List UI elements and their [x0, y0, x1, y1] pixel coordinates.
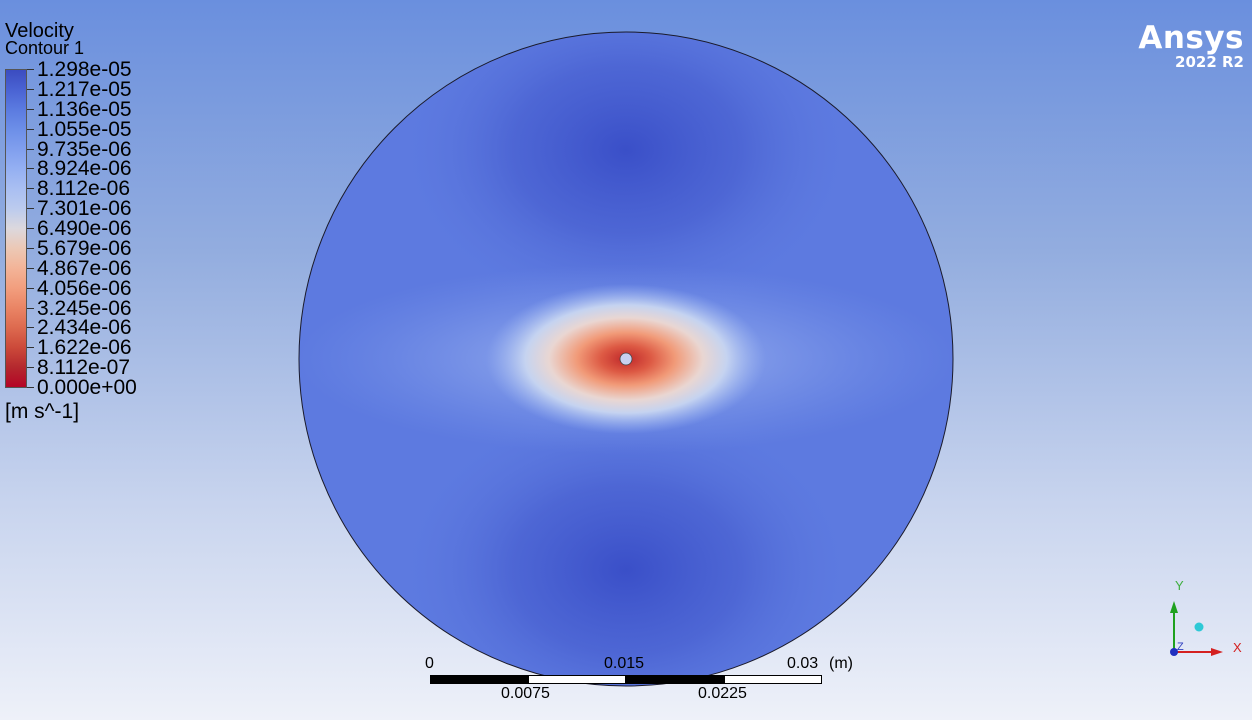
legend-value: 9.735e-06	[37, 138, 132, 161]
legend-tick	[27, 129, 34, 130]
legend-tick	[27, 367, 34, 368]
scale-label-003: 0.03	[787, 655, 819, 672]
legend-tick	[27, 208, 34, 209]
legend-tick	[27, 347, 34, 348]
legend-value: 8.924e-06	[37, 157, 132, 180]
ansys-logo: Ansys 2022 R2	[1138, 22, 1244, 70]
scale-segment-1	[430, 675, 528, 684]
legend-tick	[27, 69, 34, 70]
scale-label-00225: 0.0225	[698, 685, 747, 702]
legend-tick	[27, 327, 34, 328]
high-velocity-region-bottom	[396, 400, 856, 686]
scale-label-0015: 0.015	[604, 655, 645, 672]
legend-tick	[27, 168, 34, 169]
legend-value: 2.434e-06	[37, 316, 132, 339]
logo-name: Ansys	[1138, 20, 1244, 56]
legend-subtitle: Contour 1	[5, 38, 85, 58]
legend-tick	[27, 268, 34, 269]
axis-triad[interactable]: Y X Z	[1150, 575, 1250, 670]
legend-value: 1.622e-06	[37, 336, 132, 359]
legend-value: 8.112e-06	[37, 177, 131, 200]
legend-value: 4.867e-06	[37, 257, 132, 280]
y-axis-arrow	[1170, 601, 1178, 613]
high-velocity-region-top	[396, 32, 856, 320]
legend-tick	[27, 308, 34, 309]
legend-value: 1.136e-05	[37, 98, 132, 121]
scale-label-00075: 0.0075	[501, 685, 550, 702]
legend-tick	[27, 188, 34, 189]
legend-value: 3.245e-06	[37, 297, 132, 320]
scale-label-0: 0	[425, 655, 434, 672]
rotation-center-icon[interactable]	[1194, 622, 1204, 632]
legend-title: Velocity	[5, 20, 74, 42]
legend-value: 4.056e-06	[37, 277, 132, 300]
legend-tick	[27, 248, 34, 249]
y-axis-label: Y	[1175, 578, 1184, 593]
legend-value: 1.217e-05	[37, 78, 132, 101]
scale-unit: (m)	[829, 655, 853, 672]
scale-segment-4	[724, 675, 822, 684]
legend-value: 5.679e-06	[37, 237, 132, 260]
legend-tick	[27, 228, 34, 229]
legend-tick	[27, 387, 34, 388]
legend-value: 8.112e-07	[37, 356, 131, 379]
x-axis-arrow	[1211, 648, 1223, 656]
center-cylinder	[619, 352, 633, 366]
legend-tick	[27, 149, 34, 150]
legend-tick	[27, 109, 34, 110]
color-bar	[5, 69, 27, 388]
logo-version: 2022 R2	[1175, 53, 1244, 71]
domain-boundary	[298, 31, 954, 687]
legend-value: 1.298e-05	[37, 58, 132, 81]
legend-tick	[27, 89, 34, 90]
legend-value: 1.055e-05	[37, 118, 132, 141]
legend-tick	[27, 288, 34, 289]
legend-value: 0.000e+00	[37, 376, 137, 399]
scale-bar: 0 0.015 0.03 (m) 0.0075 0.0225	[425, 655, 860, 715]
legend-units: [m s^-1]	[5, 400, 80, 423]
legend-value: 7.301e-06	[37, 197, 132, 220]
z-axis-origin	[1170, 648, 1178, 656]
legend-value: 6.490e-06	[37, 217, 132, 240]
scale-segment-3	[626, 675, 724, 684]
z-axis-label: Z	[1177, 641, 1184, 653]
scale-segment-2	[528, 675, 626, 684]
x-axis-label: X	[1233, 640, 1242, 655]
